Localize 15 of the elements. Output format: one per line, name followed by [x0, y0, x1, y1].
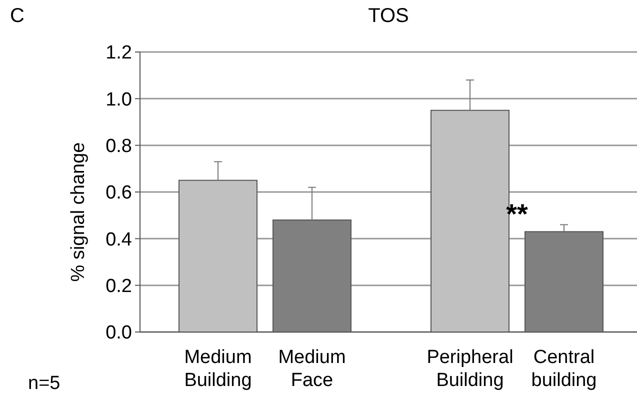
y-tick-label: 1.0	[106, 89, 132, 110]
y-tick-label: 0.6	[106, 182, 132, 204]
x-tick-label: Central building	[531, 347, 597, 391]
y-tick-label: 0.4	[106, 229, 132, 250]
chart-title: TOS	[368, 5, 409, 27]
x-tick-label: Peripheral Building	[426, 347, 514, 391]
y-tick-label: 1.2	[106, 42, 132, 64]
x-tick-label: Medium Building	[184, 347, 252, 391]
y-tick-label: 0.8	[106, 136, 132, 157]
text: n=5	[28, 373, 60, 394]
text: C	[10, 5, 24, 27]
x-tick-label: Medium Face	[278, 347, 346, 391]
y-tick-label: 0.0	[106, 322, 132, 344]
y-tick-label: 0.2	[106, 276, 132, 297]
y-axis-title: % signal change	[68, 142, 89, 282]
